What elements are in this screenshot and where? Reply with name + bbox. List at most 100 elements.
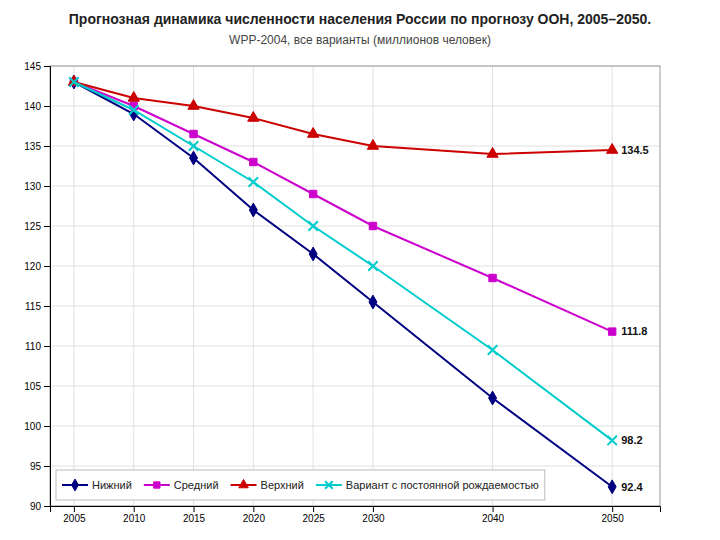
legend-swatch-marker — [325, 481, 333, 489]
series-marker — [489, 274, 496, 281]
y-tick-label: 110 — [25, 341, 41, 352]
x-tick-label: 2005 — [63, 513, 86, 524]
y-tick-label: 90 — [30, 501, 42, 512]
y-grid-line — [50, 186, 660, 187]
x-tick-mark — [612, 506, 613, 512]
legend-item: Верхний — [231, 479, 304, 491]
series-marker — [608, 328, 615, 335]
series-marker — [189, 141, 198, 150]
annotation: 134.5 — [621, 144, 649, 156]
series-marker — [607, 143, 618, 153]
series-marker — [190, 151, 198, 165]
series-marker — [128, 91, 139, 101]
series — [69, 77, 617, 445]
y-tick-label: 125 — [24, 221, 41, 232]
legend: Нижний Средний Верхний Вариант с постоянной… — [56, 470, 545, 500]
legend-label: Вариант с постоянной рождаемостью — [346, 479, 539, 491]
y-tick: 135 — [24, 141, 50, 152]
y-tick-mark — [44, 386, 50, 387]
y-tick-label: 115 — [25, 301, 41, 312]
series — [70, 75, 616, 494]
x-tick-label: 2025 — [303, 513, 326, 524]
y-tick-label: 120 — [24, 261, 41, 272]
y-grid-line — [50, 386, 660, 387]
x-tick: 2020 — [243, 506, 266, 524]
legend-item: Вариант с постоянной рождаемостью — [316, 479, 539, 491]
series-marker — [369, 295, 377, 309]
x-tick: 2005 — [63, 506, 86, 524]
y-tick-label: 130 — [24, 181, 41, 192]
y-grid-line — [50, 106, 660, 107]
y-tick-mark — [44, 106, 50, 107]
series-marker — [188, 99, 199, 109]
y-tick-mark — [44, 466, 50, 467]
y-tick-mark — [44, 186, 50, 187]
y-tick: 120 — [24, 261, 50, 272]
series-marker — [69, 77, 78, 86]
y-tick: 110 — [25, 341, 50, 352]
legend-swatch-marker — [239, 479, 249, 487]
chart-title: Прогнозная динамика численности населени… — [69, 11, 651, 27]
legend-item: Нижний — [62, 479, 132, 491]
legend-swatch-marker — [72, 479, 79, 491]
x-tick: 2040 — [482, 506, 505, 524]
series — [68, 75, 618, 157]
x-tick-mark — [74, 506, 75, 512]
y-tick-mark — [44, 306, 50, 307]
y-tick-label: 105 — [24, 381, 41, 392]
series-marker — [368, 261, 377, 270]
x-tick-label: 2040 — [482, 513, 505, 524]
legend-label: Верхний — [261, 479, 304, 491]
y-axis: 9095100105110115120125130135140145 — [24, 61, 50, 512]
series-marker — [489, 391, 497, 405]
x-grid-line — [372, 66, 373, 506]
y-tick: 130 — [24, 181, 50, 192]
y-tick: 125 — [24, 221, 50, 232]
legend-box — [56, 470, 545, 500]
plot-frame — [50, 66, 660, 506]
series — [70, 78, 616, 335]
legend-item: Средний — [144, 479, 219, 491]
y-grid-line — [50, 226, 660, 227]
y-tick: 105 — [24, 381, 50, 392]
y-tick-mark — [44, 346, 50, 347]
y-tick: 95 — [30, 461, 50, 472]
series-line — [74, 82, 612, 154]
y-tick-mark — [44, 506, 50, 507]
series-line — [74, 82, 612, 487]
x-grid-line — [133, 66, 134, 506]
x-tick-label: 2020 — [243, 513, 266, 524]
x-grid-line — [253, 66, 254, 506]
y-grid-line — [50, 466, 660, 467]
y-tick: 100 — [24, 421, 50, 432]
x-tick-label: 2030 — [362, 513, 385, 524]
series-marker — [129, 105, 138, 114]
x-tick: 2030 — [362, 506, 385, 524]
y-tick-label: 100 — [24, 421, 41, 432]
series-marker — [487, 147, 498, 157]
plot-area — [68, 75, 618, 494]
x-tick: 2050 — [602, 506, 625, 524]
chart-container: Прогнозная динамика численности населени… — [0, 0, 720, 540]
series-marker — [367, 139, 378, 149]
y-grid-line — [50, 306, 660, 307]
x-grid-line — [73, 66, 74, 506]
series-marker — [249, 177, 258, 186]
series-marker — [309, 247, 317, 261]
x-tick-mark — [134, 506, 135, 512]
y-grid-line — [50, 266, 660, 267]
chart-subtitle: WPP-2004, все варианты (миллионов челове… — [229, 33, 491, 47]
series-marker — [607, 436, 616, 445]
x-tick: 2010 — [123, 506, 146, 524]
x-tick-mark — [313, 506, 314, 512]
annotations: 134.5111.898.292.4 — [621, 144, 649, 493]
x-tick: 2015 — [183, 506, 206, 524]
annotation: 92.4 — [621, 481, 643, 493]
y-grid-line — [50, 426, 660, 427]
y-tick: 145 — [24, 61, 50, 72]
x-tick-mark — [493, 506, 494, 512]
series-line — [74, 82, 612, 440]
series-marker — [249, 203, 257, 217]
series-marker — [608, 480, 616, 494]
x-axis: 2005 2010 2015 2020 2025 2030 2040 2050 — [51, 506, 661, 524]
